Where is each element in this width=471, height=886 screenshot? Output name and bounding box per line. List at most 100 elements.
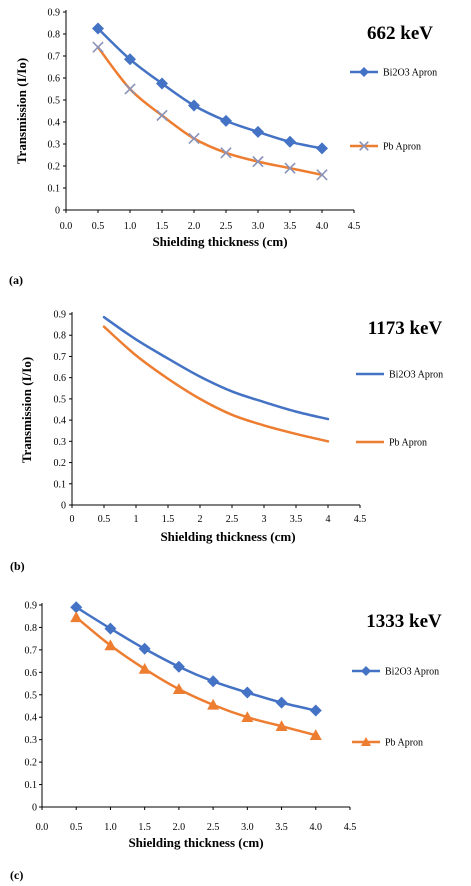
legend-label: Pb Apron bbox=[383, 142, 421, 153]
x-tick-label: 1.0 bbox=[124, 221, 137, 232]
x-tick-label: 1.5 bbox=[138, 822, 151, 833]
data-point bbox=[241, 686, 254, 699]
y-tick-label: 0 bbox=[32, 803, 37, 814]
x-tick-label: 3.0 bbox=[252, 221, 265, 232]
y-tick-label: 0.4 bbox=[54, 416, 67, 427]
y-tick-label: 0.9 bbox=[48, 8, 61, 19]
x-tick-label: 3.5 bbox=[275, 822, 288, 833]
energy-label: 1173 keV bbox=[368, 318, 443, 339]
data-point bbox=[284, 135, 296, 148]
data-point bbox=[124, 83, 136, 95]
data-point bbox=[220, 147, 232, 159]
legend-entry: Pb Apron bbox=[350, 141, 421, 153]
series-line bbox=[74, 616, 318, 737]
legend-entry: Bi2O3 Apron bbox=[352, 666, 439, 678]
series-line bbox=[74, 605, 318, 712]
y-axis-title: Transmission (I/Io) bbox=[19, 357, 34, 463]
energy-label: 1333 keV bbox=[366, 611, 442, 632]
legend-entry: Bi2O3 Apron bbox=[350, 67, 437, 79]
y-tick-label: 0.4 bbox=[48, 118, 61, 129]
data-point bbox=[104, 639, 117, 651]
data-point bbox=[70, 611, 83, 623]
x-tick-label: 2.0 bbox=[188, 221, 201, 232]
y-tick-label: 0.2 bbox=[54, 458, 67, 469]
x-tick-label: 3.5 bbox=[284, 221, 297, 232]
y-tick-label: 0.1 bbox=[54, 479, 67, 490]
data-point bbox=[241, 711, 254, 723]
x-tick-label: 2.5 bbox=[226, 514, 239, 525]
data-point bbox=[252, 125, 264, 138]
data-point bbox=[309, 704, 322, 717]
energy-label: 662 keV bbox=[367, 23, 433, 44]
y-tick-label: 0.5 bbox=[54, 394, 67, 405]
series-line bbox=[96, 45, 324, 177]
data-point bbox=[275, 696, 288, 709]
data-point bbox=[275, 720, 288, 731]
panel-label: (b) bbox=[10, 559, 25, 573]
x-tick-label: 0 bbox=[70, 514, 75, 525]
x-axis-title: Shielding thickness (cm) bbox=[160, 529, 295, 544]
y-tick-label: 0.5 bbox=[48, 96, 61, 107]
y-tick-label: 0.5 bbox=[25, 690, 38, 701]
chart-panel-2: 0 0.1 0.2 0.3 0.4 0.5 0.6 0.7 0.8 0.9 0 0.5 1 1.5 2 2.5… bbox=[10, 310, 443, 574]
data-point bbox=[207, 675, 220, 688]
y-tick-label: 0.1 bbox=[25, 780, 38, 791]
y-tick-label: 0.6 bbox=[48, 74, 61, 85]
x-tick-label: 3.5 bbox=[290, 514, 303, 525]
data-point bbox=[252, 155, 264, 168]
series-2 bbox=[70, 611, 322, 740]
x-tick-label: 0.0 bbox=[36, 822, 49, 833]
panel-label: (a) bbox=[9, 273, 23, 287]
chart-panel-1: 0 0.1 0.2 0.3 0.4 0.5 0.6 0.7 0.8 0.9 0.0 0.5 1.0 1.5… bbox=[9, 8, 437, 288]
data-point bbox=[156, 109, 168, 122]
x-axis-title: Shielding thickness (cm) bbox=[128, 835, 263, 850]
x-tick-label: 4 bbox=[326, 514, 331, 525]
x-tick-label: 4.5 bbox=[344, 822, 357, 833]
y-tick-label: 0.7 bbox=[54, 352, 67, 363]
legend-label: Bi2O3 Apron bbox=[383, 68, 437, 79]
panel-label: (c) bbox=[10, 868, 23, 882]
x-tick-label: 1 bbox=[134, 514, 139, 525]
x-tick-label: 4.5 bbox=[348, 221, 361, 232]
y-tick-label: 0 bbox=[61, 501, 66, 512]
series-1 bbox=[70, 601, 322, 717]
data-point bbox=[156, 77, 168, 90]
x-tick-label: 2.5 bbox=[220, 221, 233, 232]
legend-entry: Bi2O3 Apron bbox=[356, 370, 443, 381]
y-tick-label: 0.8 bbox=[25, 623, 38, 634]
data-point bbox=[138, 642, 151, 655]
y-tick-label: 0.3 bbox=[48, 140, 61, 151]
legend-marker bbox=[359, 141, 369, 151]
series-line bbox=[102, 315, 330, 421]
x-tick-label: 4.0 bbox=[310, 822, 323, 833]
y-tick-label: 0.3 bbox=[25, 735, 38, 746]
y-tick-label: 0.3 bbox=[54, 437, 67, 448]
legend-marker bbox=[361, 666, 371, 676]
data-point bbox=[92, 22, 104, 35]
y-tick-label: 0.8 bbox=[48, 30, 61, 41]
legend-label: Pb Apron bbox=[385, 738, 423, 749]
legend-marker bbox=[359, 67, 369, 77]
x-tick-label: 2 bbox=[198, 514, 203, 525]
data-point bbox=[207, 698, 220, 710]
y-tick-label: 0.9 bbox=[25, 601, 38, 612]
series-1 bbox=[92, 22, 328, 155]
data-point bbox=[138, 662, 151, 674]
data-point bbox=[309, 729, 322, 740]
y-tick-label: 0 bbox=[55, 206, 60, 217]
x-tick-label: 0.5 bbox=[98, 514, 111, 525]
legend-marker bbox=[361, 737, 371, 746]
series-2 bbox=[92, 41, 328, 181]
data-point bbox=[188, 132, 200, 145]
legend-label: Bi2O3 Apron bbox=[385, 667, 439, 678]
y-tick-label: 0.6 bbox=[54, 373, 67, 384]
data-point bbox=[172, 683, 185, 694]
y-tick-label: 0.8 bbox=[54, 331, 67, 342]
x-tick-label: 2.5 bbox=[207, 822, 220, 833]
data-point bbox=[70, 601, 83, 614]
series-line bbox=[102, 325, 330, 443]
data-point bbox=[220, 114, 232, 127]
x-tick-label: 0.5 bbox=[92, 221, 105, 232]
data-point bbox=[92, 41, 104, 53]
